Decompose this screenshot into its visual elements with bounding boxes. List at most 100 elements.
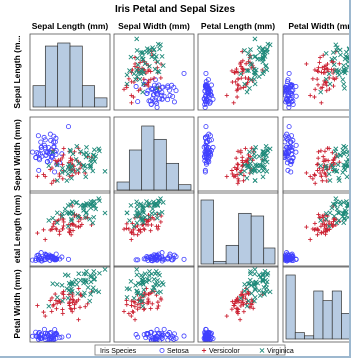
virginica-point [238, 295, 244, 301]
versicolor-point [251, 306, 256, 311]
scatter-cell [113, 265, 195, 343]
virginica-point [253, 279, 259, 285]
setosa-point [165, 85, 171, 91]
versicolor-point [48, 298, 53, 303]
axis-labels: Sepal Length (mm) Sepal Width (mm) Petal L… [12, 21, 349, 339]
setosa-point [57, 335, 63, 341]
virginica-point [336, 210, 342, 216]
virginica-point [69, 163, 75, 169]
virginica-point [138, 273, 144, 278]
versicolor-point [69, 232, 74, 237]
setosa-point [30, 149, 36, 155]
versicolor-point [312, 173, 318, 178]
versicolor-point [236, 83, 241, 88]
virginica-point [251, 147, 257, 153]
versicolor-point [132, 317, 138, 322]
virginica-point [68, 290, 73, 295]
virginica-point [91, 152, 97, 158]
versicolor-point [323, 174, 329, 179]
virginica-point [54, 178, 60, 183]
virginica-point [244, 175, 250, 181]
versicolor-point [327, 219, 332, 225]
column-label: Sepal Length (mm) [32, 21, 109, 31]
legend-entry-label: Setosa [167, 348, 189, 355]
virginica-point [88, 157, 94, 163]
virginica-point [124, 286, 130, 292]
virginica-point [337, 47, 343, 53]
versicolor-point [240, 67, 245, 72]
versicolor-point [155, 300, 161, 305]
cell-content [121, 36, 187, 110]
versicolor-point [321, 82, 326, 87]
virginica-point [252, 178, 258, 183]
setosa-point [52, 332, 58, 338]
versicolor-point [57, 229, 62, 234]
setosa-point [133, 257, 139, 263]
virginica-point [73, 200, 79, 206]
setosa-point [148, 254, 154, 260]
versicolor-point [234, 156, 239, 161]
virginica-point [238, 71, 244, 77]
setosa-point [52, 169, 58, 175]
setosa-point [283, 254, 285, 260]
versicolor-point [238, 150, 243, 155]
versicolor-point [35, 174, 40, 179]
versicolor-point [155, 306, 160, 311]
virginica-point [139, 298, 145, 304]
virginica-point [150, 206, 156, 212]
setosa-point [145, 331, 151, 337]
versicolor-point [49, 309, 54, 314]
versicolor-point [138, 86, 143, 92]
setosa-point [51, 144, 57, 150]
setosa-point [33, 257, 39, 263]
versicolor-point [240, 160, 245, 165]
virginica-point [247, 271, 253, 277]
setosa-point [293, 83, 299, 89]
setosa-point [38, 139, 44, 145]
versicolor-point [146, 67, 152, 73]
versicolor-point [126, 226, 131, 232]
virginica-point [69, 168, 75, 174]
versicolor-point [158, 75, 163, 81]
setosa-point [146, 98, 152, 104]
versicolor-point [316, 69, 321, 74]
virginica-point [160, 199, 166, 205]
virginica-point [88, 291, 94, 297]
virginica-point [142, 271, 148, 277]
versicolor-point [315, 168, 320, 173]
versicolor-point [230, 171, 235, 177]
cell-content [30, 124, 108, 186]
virginica-point [83, 174, 89, 180]
versicolor-point [232, 303, 237, 308]
virginica-point [96, 198, 102, 204]
setosa-point [59, 254, 65, 260]
column-label: Petal Width (mm) [288, 21, 349, 31]
virginica-point [128, 54, 134, 60]
setosa-point [170, 257, 176, 263]
virginica-point [46, 303, 52, 309]
versicolor-point [67, 301, 72, 306]
virginica-point [54, 281, 60, 287]
column-label: Sepal Width (mm) [118, 21, 190, 31]
versicolor-point [61, 223, 66, 228]
virginica-point [96, 289, 102, 295]
setosa-point [203, 139, 209, 145]
virginica-point [65, 223, 71, 229]
versicolor-point [243, 75, 248, 81]
virginica-point [93, 288, 99, 294]
virginica-point [68, 202, 73, 208]
versicolor-point [158, 219, 163, 225]
virginica-point [140, 303, 146, 309]
versicolor-point [232, 70, 237, 75]
setosa-point [205, 157, 211, 163]
virginica-point [248, 282, 254, 288]
versicolor-point [130, 309, 135, 314]
virginica-point [338, 152, 343, 158]
setosa-point [146, 334, 152, 340]
versicolor-point [132, 300, 138, 305]
versicolor-point [231, 100, 236, 105]
virginica-point [69, 279, 75, 285]
versicolor-point [312, 221, 318, 226]
scatter-cell [29, 265, 111, 343]
versicolor-point [323, 63, 329, 68]
